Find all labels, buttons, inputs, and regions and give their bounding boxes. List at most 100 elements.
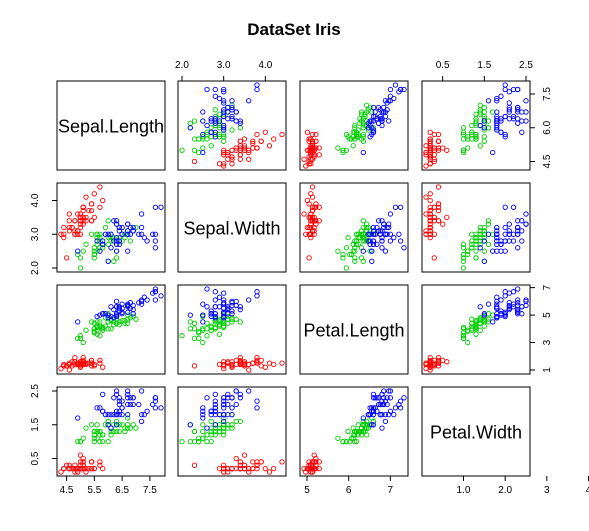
point-s2-42-Sepal.Width-Sepal.Length bbox=[100, 241, 106, 248]
point-s1-27-Sepal.Length-Petal.Length bbox=[369, 109, 375, 115]
point-s0-15-Petal.Width-Sepal.Length bbox=[97, 459, 103, 465]
point-s0-22-Petal.Width-Petal.Length bbox=[301, 465, 307, 472]
point-s2-49-Petal.Length-Sepal.Width bbox=[221, 311, 227, 317]
point-s2-33-Sepal.Width-Sepal.Length bbox=[113, 238, 120, 244]
point-s1-39-Petal.Width-Sepal.Length bbox=[91, 428, 97, 435]
point-s1-7-Sepal.Length-Petal.Width bbox=[460, 149, 467, 156]
point-s1-48-Petal.Width-Petal.Length bbox=[335, 435, 341, 441]
point-s2-38-Petal.Length-Sepal.Length bbox=[105, 315, 111, 321]
point-s0-31-Sepal.Length-Petal.Width bbox=[435, 138, 442, 144]
point-s1-3-Sepal.Width-Sepal.Length bbox=[91, 255, 97, 261]
point-s2-40-Sepal.Width-Sepal.Length bbox=[125, 228, 131, 234]
point-s2-0-Petal.Width-Sepal.Length bbox=[113, 388, 120, 394]
point-s1-42-Petal.Length-Sepal.Width bbox=[204, 326, 210, 332]
point-s1-29-Petal.Length-Sepal.Length bbox=[97, 333, 103, 339]
point-s2-39-Petal.Length-Petal.Width bbox=[506, 306, 512, 313]
point-s0-19-Petal.Width-Sepal.Width bbox=[254, 462, 260, 468]
point-s2-12-Petal.Length-Sepal.Length bbox=[127, 305, 134, 311]
point-s1-14-Sepal.Width-Petal.Length bbox=[345, 234, 351, 241]
point-s0-36-Petal.Width-Sepal.Length bbox=[91, 465, 97, 472]
point-s2-2-Petal.Width-Sepal.Length bbox=[136, 401, 142, 408]
point-s1-18-Petal.Width-Sepal.Length bbox=[111, 422, 117, 428]
point-s1-43-Petal.Width-Sepal.Width bbox=[191, 438, 198, 445]
point-s0-28-Petal.Width-Sepal.Length bbox=[83, 465, 89, 472]
point-s1-43-Sepal.Width-Sepal.Length bbox=[77, 255, 84, 261]
point-s1-42-Sepal.Width-Petal.Width bbox=[469, 245, 475, 251]
panel-frame-Sepal.Width-Sepal.Length bbox=[56, 182, 166, 273]
point-s0-47-Petal.Width-Sepal.Length bbox=[66, 465, 72, 472]
point-s1-39-Petal.Length-Sepal.Length bbox=[91, 326, 97, 332]
point-s2-48-Sepal.Width-Petal.Width bbox=[515, 218, 521, 224]
panel-frame-Sepal.Length-Petal.Length bbox=[299, 80, 409, 171]
point-s0-36-Sepal.Length-Sepal.Width bbox=[241, 136, 248, 142]
point-s1-7-Petal.Width-Sepal.Length bbox=[75, 438, 81, 445]
point-s1-6-Petal.Width-Petal.Length bbox=[364, 418, 370, 425]
point-s0-24-Sepal.Width-Petal.Length bbox=[316, 218, 322, 224]
point-s0-49-Petal.Length-Sepal.Length bbox=[77, 361, 84, 368]
point-s2-45-Sepal.Width-Petal.Width bbox=[515, 231, 521, 237]
point-s1-20-Sepal.Length-Sepal.Width bbox=[229, 127, 235, 133]
diagonal-label-Sepal.Length: Sepal.Length bbox=[58, 117, 164, 137]
point-s2-45-Petal.Length-Sepal.Length bbox=[125, 309, 131, 315]
point-s1-36-Petal.Width-Sepal.Width bbox=[225, 422, 231, 428]
point-s0-18-Sepal.Length-Petal.Width bbox=[431, 131, 437, 138]
point-s2-30-Petal.Length-Sepal.Width bbox=[212, 297, 218, 303]
point-s0-45-Petal.Length-Sepal.Length bbox=[72, 361, 78, 368]
point-s2-29-Petal.Width-Sepal.Width bbox=[221, 418, 227, 425]
point-s1-42-Petal.Width-Sepal.Width bbox=[204, 432, 210, 438]
point-s2-11-Sepal.Width-Petal.Length bbox=[374, 241, 380, 248]
point-s2-32-Sepal.Width-Sepal.Length bbox=[116, 238, 122, 244]
point-s2-35-Sepal.Width-Petal.Length bbox=[387, 231, 394, 237]
point-s0-43-Sepal.Width-Petal.Length bbox=[311, 214, 317, 221]
point-s1-48-Sepal.Width-Petal.Length bbox=[335, 248, 341, 254]
point-s2-31-Petal.Width-Petal.Length bbox=[392, 405, 399, 411]
left-tick-label-Sepal.Width-2: 2.0 bbox=[30, 261, 41, 275]
point-s2-39-Sepal.Width-Petal.Width bbox=[506, 228, 512, 234]
point-s1-37-Petal.Length-Sepal.Length bbox=[113, 320, 120, 326]
point-s0-14-Petal.Width-Sepal.Length bbox=[100, 465, 106, 472]
point-s2-13-Sepal.Width-Sepal.Length bbox=[97, 248, 103, 254]
point-s0-29-Petal.Width-Sepal.Length bbox=[69, 465, 75, 472]
point-s2-36-Petal.Width-Sepal.Width bbox=[237, 391, 243, 398]
point-s1-42-Sepal.Width-Sepal.Length bbox=[100, 245, 106, 251]
point-s2-48-Petal.Length-Petal.Width bbox=[515, 306, 521, 313]
point-s2-46-Sepal.Length-Sepal.Width bbox=[200, 118, 206, 124]
point-s1-43-Petal.Width-Petal.Length bbox=[340, 438, 346, 445]
left-tick-label-Petal.Width-1.5: 1.5 bbox=[30, 417, 41, 431]
point-s2-28-Petal.Width-Petal.Length bbox=[379, 401, 385, 408]
point-s0-44-Sepal.Width-Petal.Length bbox=[316, 204, 322, 210]
point-s1-25-Petal.Length-Sepal.Length bbox=[122, 320, 128, 326]
point-s0-37-Sepal.Length-Petal.Width bbox=[423, 149, 429, 156]
point-s2-28-Petal.Width-Sepal.Length bbox=[116, 401, 122, 408]
point-s0-43-Sepal.Length-Petal.Length bbox=[311, 147, 317, 153]
point-s2-32-Petal.Length-Petal.Width bbox=[510, 304, 517, 310]
point-s1-47-Petal.Width-Sepal.Length bbox=[111, 428, 117, 435]
point-s0-36-Petal.Length-Sepal.Length bbox=[91, 363, 97, 369]
point-s0-48-Sepal.Length-Sepal.Width bbox=[250, 140, 256, 147]
point-s2-39-Petal.Width-Sepal.Length bbox=[130, 401, 136, 408]
point-s2-19-Petal.Width-Sepal.Length bbox=[105, 422, 111, 428]
point-s2-42-Petal.Length-Sepal.Width bbox=[208, 311, 214, 317]
point-s2-47-Petal.Length-Petal.Width bbox=[502, 309, 508, 315]
point-s0-37-Sepal.Length-Sepal.Width bbox=[246, 149, 252, 156]
point-s1-18-Sepal.Width-Sepal.Length bbox=[111, 258, 117, 264]
point-s0-49-Petal.Length-Petal.Width bbox=[427, 361, 433, 368]
point-s1-48-Sepal.Length-Sepal.Width bbox=[200, 145, 206, 151]
point-s0-34-Sepal.Length-Sepal.Width bbox=[225, 149, 231, 156]
point-s0-43-Petal.Length-Sepal.Length bbox=[77, 359, 84, 365]
point-s2-49-Sepal.Length-Petal.Width bbox=[494, 127, 500, 133]
point-s1-29-Petal.Length-Sepal.Width bbox=[204, 333, 210, 339]
point-s2-26-Sepal.Width-Sepal.Length bbox=[111, 238, 117, 244]
point-s2-19-Sepal.Width-Sepal.Length bbox=[105, 258, 111, 264]
point-s2-47-Sepal.Length-Petal.Length bbox=[372, 113, 378, 120]
point-s2-49-Sepal.Width-Petal.Width bbox=[494, 231, 500, 237]
point-s2-7-Petal.Width-Sepal.Width bbox=[216, 411, 223, 418]
point-s1-7-Petal.Length-Sepal.Width bbox=[196, 335, 202, 342]
point-s2-34-Petal.Width-Sepal.Width bbox=[204, 425, 210, 431]
point-s2-17-Petal.Length-Sepal.Width bbox=[254, 289, 260, 295]
point-s0-8-Sepal.Width-Sepal.Length bbox=[61, 234, 67, 241]
point-s0-41-Petal.Length-Sepal.Length bbox=[63, 363, 70, 369]
point-s2-49-Petal.Length-Petal.Width bbox=[494, 311, 500, 317]
point-s0-31-Sepal.Width-Sepal.Length bbox=[88, 218, 95, 224]
point-s0-33-Petal.Length-Sepal.Width bbox=[271, 361, 277, 368]
